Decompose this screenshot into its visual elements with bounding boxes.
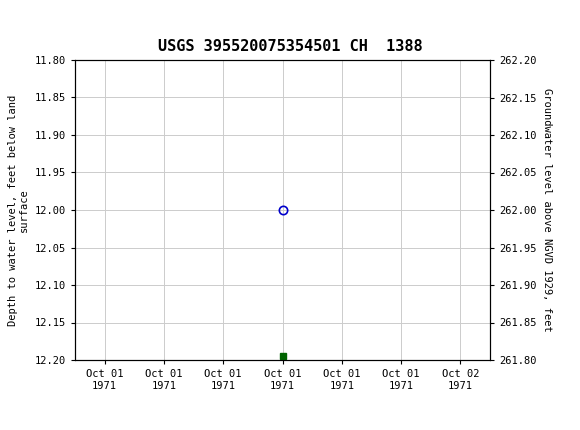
Y-axis label: Depth to water level, feet below land
surface: Depth to water level, feet below land su… bbox=[8, 94, 29, 326]
Y-axis label: Groundwater level above NGVD 1929, feet: Groundwater level above NGVD 1929, feet bbox=[542, 88, 552, 332]
Text: USGS 395520075354501 CH  1388: USGS 395520075354501 CH 1388 bbox=[158, 39, 422, 54]
Text: ≡USGS: ≡USGS bbox=[6, 10, 66, 25]
